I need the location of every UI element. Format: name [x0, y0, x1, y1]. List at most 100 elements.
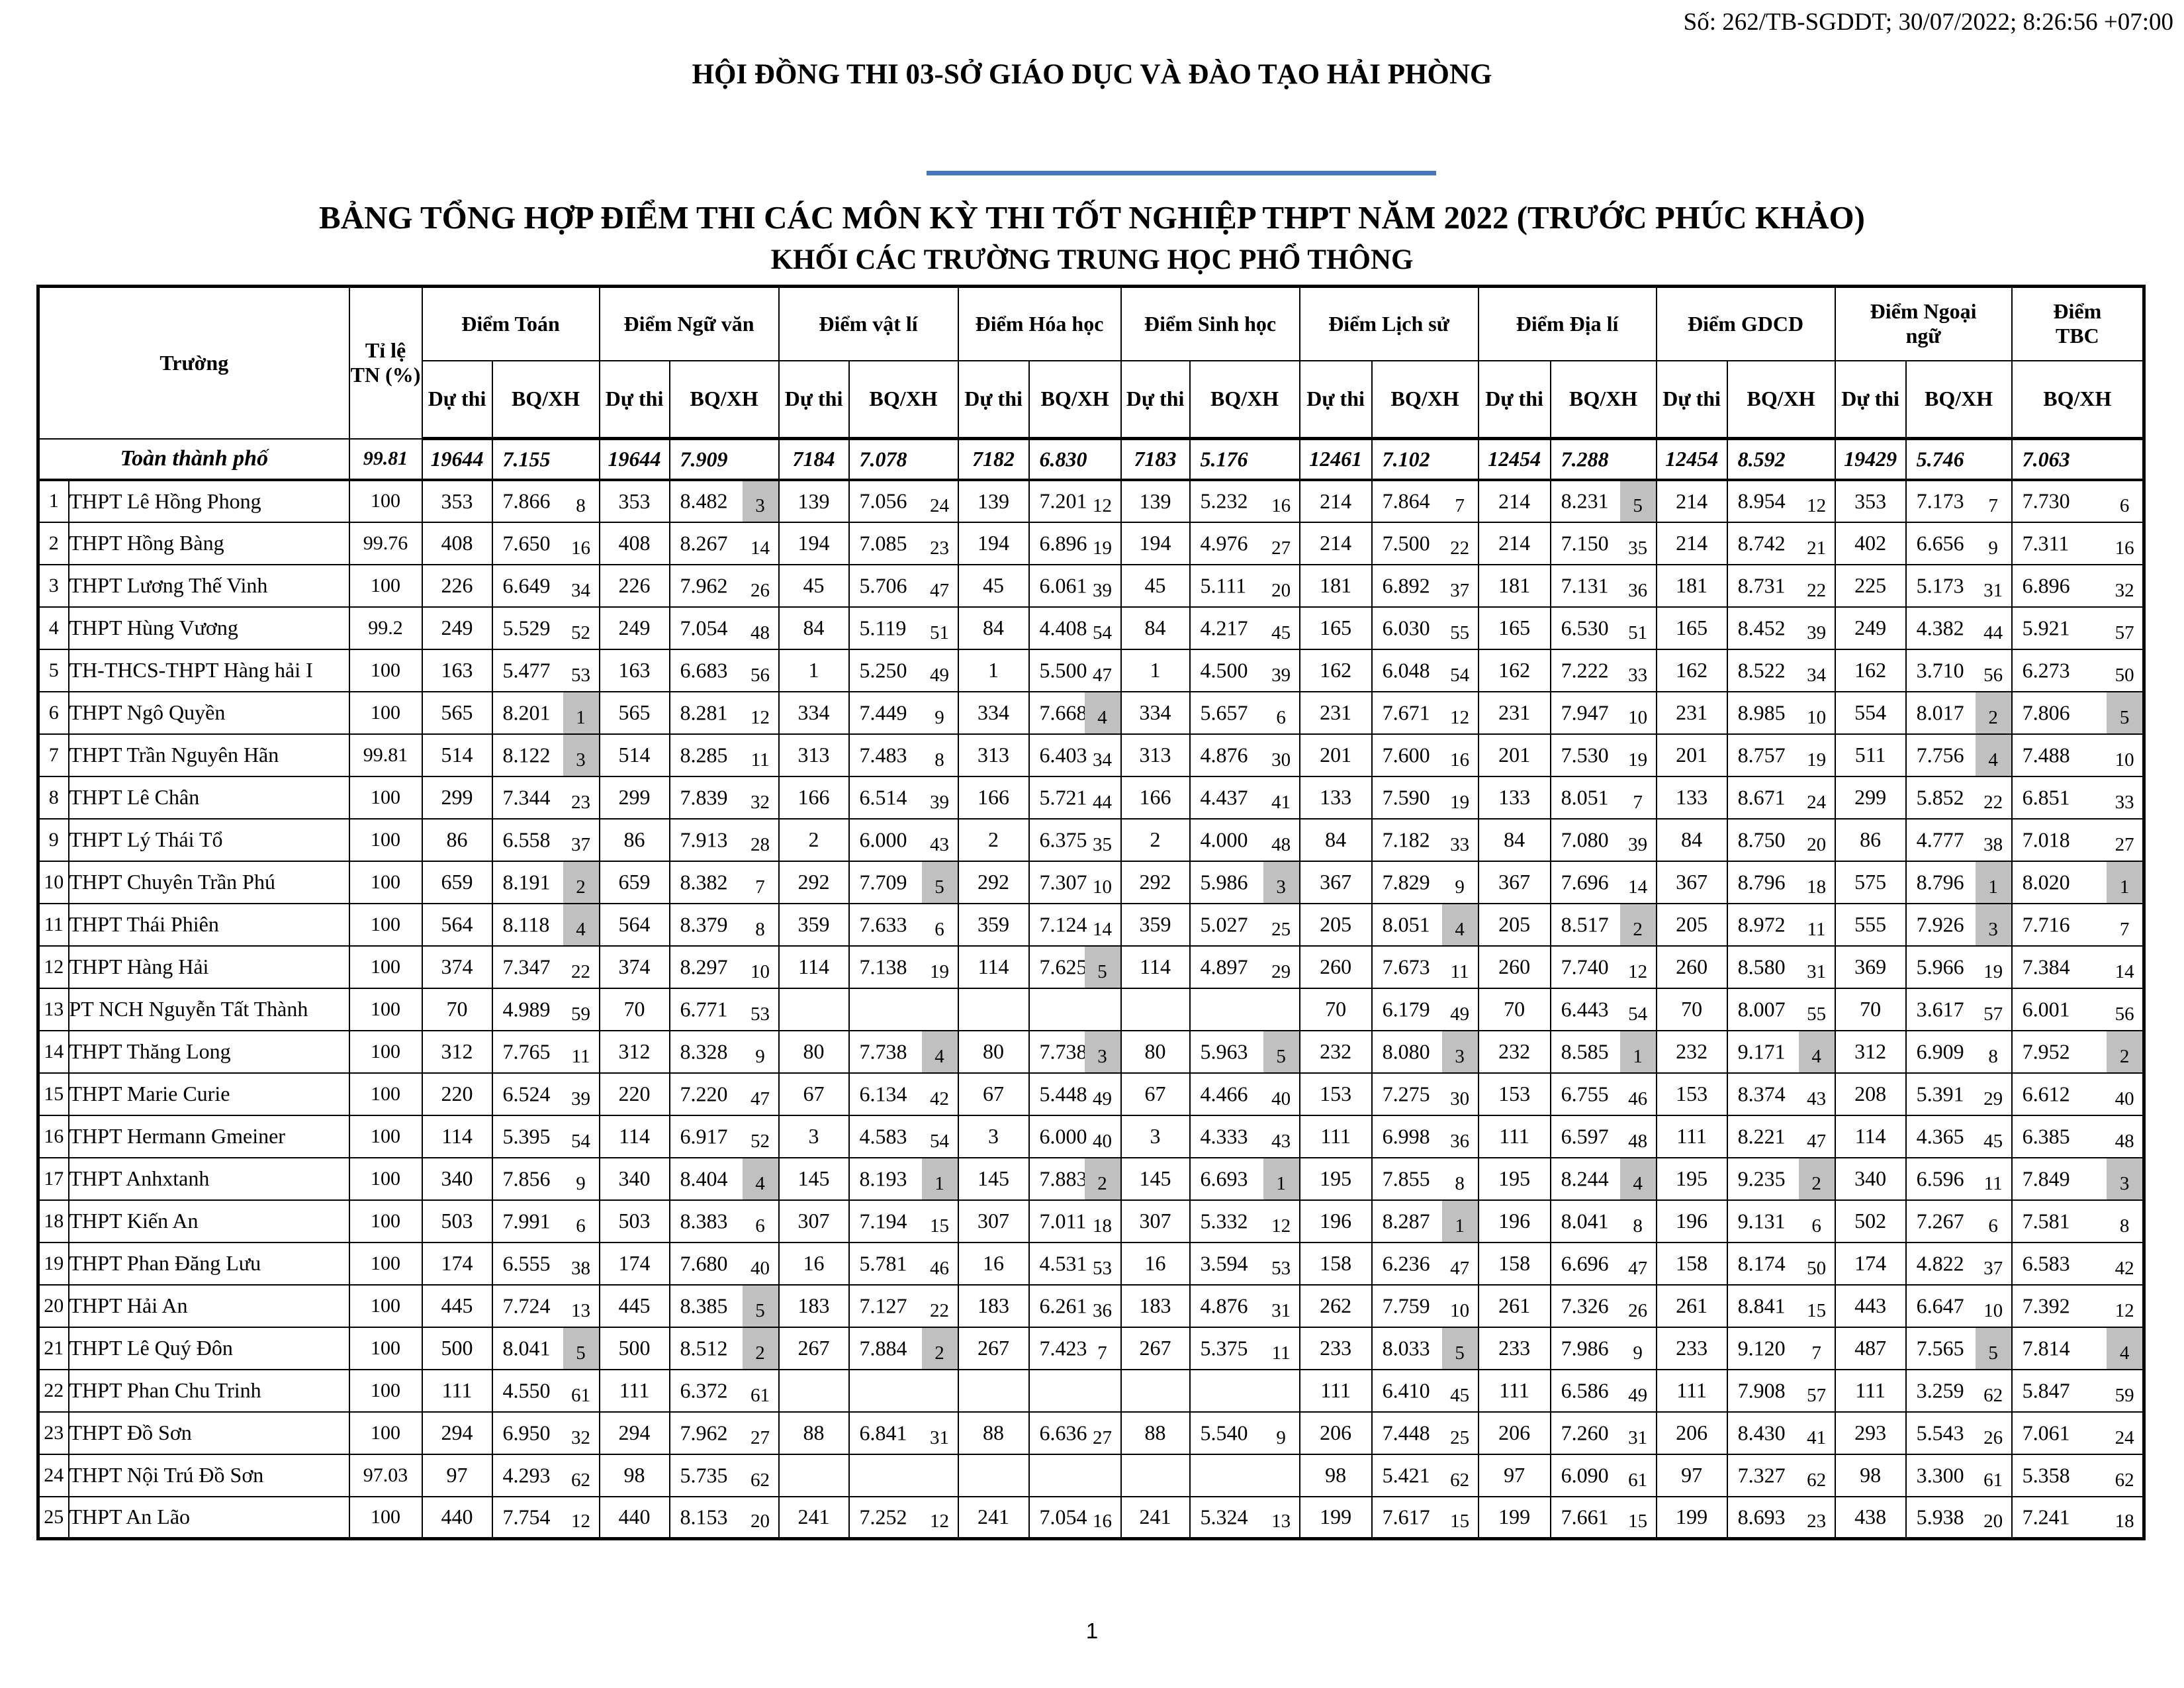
du-thi-cell: 166 [957, 775, 1030, 820]
rank-badge: 4 [742, 1158, 778, 1199]
rank-badge: 7 [755, 876, 765, 898]
tbc-cell: 6.612 40 [2011, 1072, 2145, 1116]
bq-score: 7.673 [1382, 955, 1430, 978]
du-thi-cell: 139 [778, 479, 850, 523]
bq-cell: 6.061 39 [1028, 563, 1122, 608]
bq-cell: 5.540 9 [1189, 1411, 1300, 1455]
bq-cell: 8.985 10 [1726, 690, 1836, 735]
bq-score: 7.448 [1382, 1421, 1430, 1444]
rank-badge: 56 [1983, 664, 2003, 686]
du-thi-cell: 262 [1298, 1284, 1373, 1328]
rank-badge: 7 [1633, 791, 1643, 813]
bq-cell: 7.661 15 [1549, 1495, 1657, 1540]
du-thi-cell: 374 [421, 945, 493, 989]
table-row: 21 THPT Lê Quý Đôn 100 500 8.041 5 500 8.512 2 26… [37, 1326, 2145, 1370]
rank-badge: 59 [571, 1003, 591, 1025]
bq-cell: 6.558 37 [491, 818, 600, 862]
summary-du-thi: 7182 [957, 438, 1030, 481]
bq-cell: 6.917 52 [668, 1114, 780, 1158]
du-thi-cell: 195 [1655, 1156, 1728, 1201]
rank-badge: 33 [1450, 833, 1470, 855]
rank-badge: 25 [1271, 918, 1291, 940]
column-header-subject-5: Điểm Lịch sử [1298, 285, 1479, 361]
du-thi-cell: 145 [1120, 1156, 1191, 1201]
bq-score: 7.423 [1039, 1336, 1087, 1360]
rank-badge: 43 [1271, 1130, 1291, 1152]
bq-cell: 6.403 34 [1028, 733, 1122, 777]
column-header-subject-6: Điểm Địa lí [1477, 285, 1657, 361]
bq-cell: 8.517 2 [1549, 902, 1657, 947]
bq-score: 6.000 [859, 827, 907, 851]
rank-badge: 12 [751, 706, 770, 728]
rank-badge: 31 [1271, 1299, 1291, 1321]
du-thi-cell: 206 [1477, 1411, 1551, 1455]
bq-score: 8.385 [680, 1293, 728, 1317]
bq-score: 8.281 [680, 700, 728, 724]
du-thi-cell: 575 [1834, 860, 1907, 904]
bq-score: 6.061 [1039, 573, 1087, 597]
row-number: 17 [37, 1156, 69, 1201]
bq-score: 5.421 [1382, 1463, 1430, 1487]
bq-cell: 5.966 19 [1905, 945, 2013, 989]
rank-badge: 33 [1628, 664, 1648, 686]
bq-score: 7.500 [1382, 531, 1430, 555]
rank-badge: 29 [1271, 961, 1291, 982]
bq-score: 4.365 [1916, 1124, 1964, 1148]
rank-badge: 34 [571, 579, 591, 601]
bq-score: 7.124 [1039, 912, 1087, 936]
bq-cell: 7.671 12 [1371, 690, 1479, 735]
bq-cell: 4.500 39 [1189, 648, 1300, 692]
bq-score: 7.926 [1916, 912, 1964, 936]
page-number: 1 [1085, 1618, 1099, 1643]
du-thi-cell: 181 [1298, 563, 1373, 608]
du-thi-cell: 502 [1834, 1199, 1907, 1243]
rank-badge: 35 [1628, 537, 1648, 559]
bq-score: 5.963 [1200, 1039, 1248, 1063]
summary-du-thi: 7184 [778, 438, 850, 481]
bq-cell: 5.986 3 [1189, 860, 1300, 904]
bq-score: 8.051 [1382, 912, 1430, 936]
du-thi-cell: 98 [1298, 1453, 1373, 1497]
tbc-cell: 5.921 57 [2011, 606, 2145, 650]
subheader-bq-xh-2: BQ/XH [848, 359, 959, 440]
bq-cell: 9.235 2 [1726, 1156, 1836, 1201]
bq-cell: 4.382 44 [1905, 606, 2013, 650]
school-name: THPT Nội Trú Đồ Sơn [68, 1453, 350, 1497]
rank-badge: 22 [1807, 579, 1827, 601]
table-row: 3 THPT Lương Thế Vinh 100 226 6.649 34 226 7.96… [37, 563, 2145, 608]
school-name: THPT Lê Quý Đôn [68, 1326, 350, 1370]
bq-score: 6.693 [1200, 1166, 1248, 1190]
du-thi-cell: 158 [1298, 1241, 1373, 1286]
summary-bq: 6.830 [1028, 438, 1122, 481]
bq-score: 8.041 [502, 1336, 551, 1360]
du-thi-cell: 70 [1834, 987, 1907, 1031]
bq-score: 7.182 [1382, 827, 1430, 851]
du-thi-cell: 181 [1655, 563, 1728, 608]
bq-cell: 6.586 49 [1549, 1368, 1657, 1413]
table-row: 24 THPT Nội Trú Đồ Sơn 97.03 97 4.293 62 98 5.7… [37, 1453, 2145, 1497]
bq-cell: 7.222 33 [1549, 648, 1657, 692]
bq-cell: 7.260 31 [1549, 1411, 1657, 1455]
rank-badge: 40 [751, 1257, 770, 1279]
rank-badge: 4 [1975, 735, 2011, 775]
bq-cell: 5.232 16 [1189, 479, 1300, 523]
du-thi-cell: 165 [1298, 606, 1373, 650]
bq-cell: 6.696 47 [1549, 1241, 1657, 1286]
rank-badge: 40 [1271, 1088, 1291, 1109]
du-thi-cell: 231 [1655, 690, 1728, 735]
du-thi-cell: 565 [598, 690, 670, 735]
bq-score: 7.275 [1382, 1082, 1430, 1105]
school-name: THPT Ngô Quyền [68, 690, 350, 735]
du-thi-cell: 183 [1120, 1284, 1191, 1328]
rank-badge: 38 [571, 1257, 591, 1279]
rank-badge: 19 [930, 961, 950, 982]
bq-cell: 7.650 16 [491, 521, 600, 565]
bq-cell: 7.275 30 [1371, 1072, 1479, 1116]
bq-cell: 8.580 31 [1726, 945, 1836, 989]
bq-cell: 8.221 47 [1726, 1114, 1836, 1158]
bq-cell: 7.709 5 [848, 860, 959, 904]
bq-cell: 5.706 47 [848, 563, 959, 608]
du-thi-cell: 111 [1477, 1114, 1551, 1158]
rank-badge: 10 [1628, 706, 1648, 728]
bq-cell: 8.174 50 [1726, 1241, 1836, 1286]
